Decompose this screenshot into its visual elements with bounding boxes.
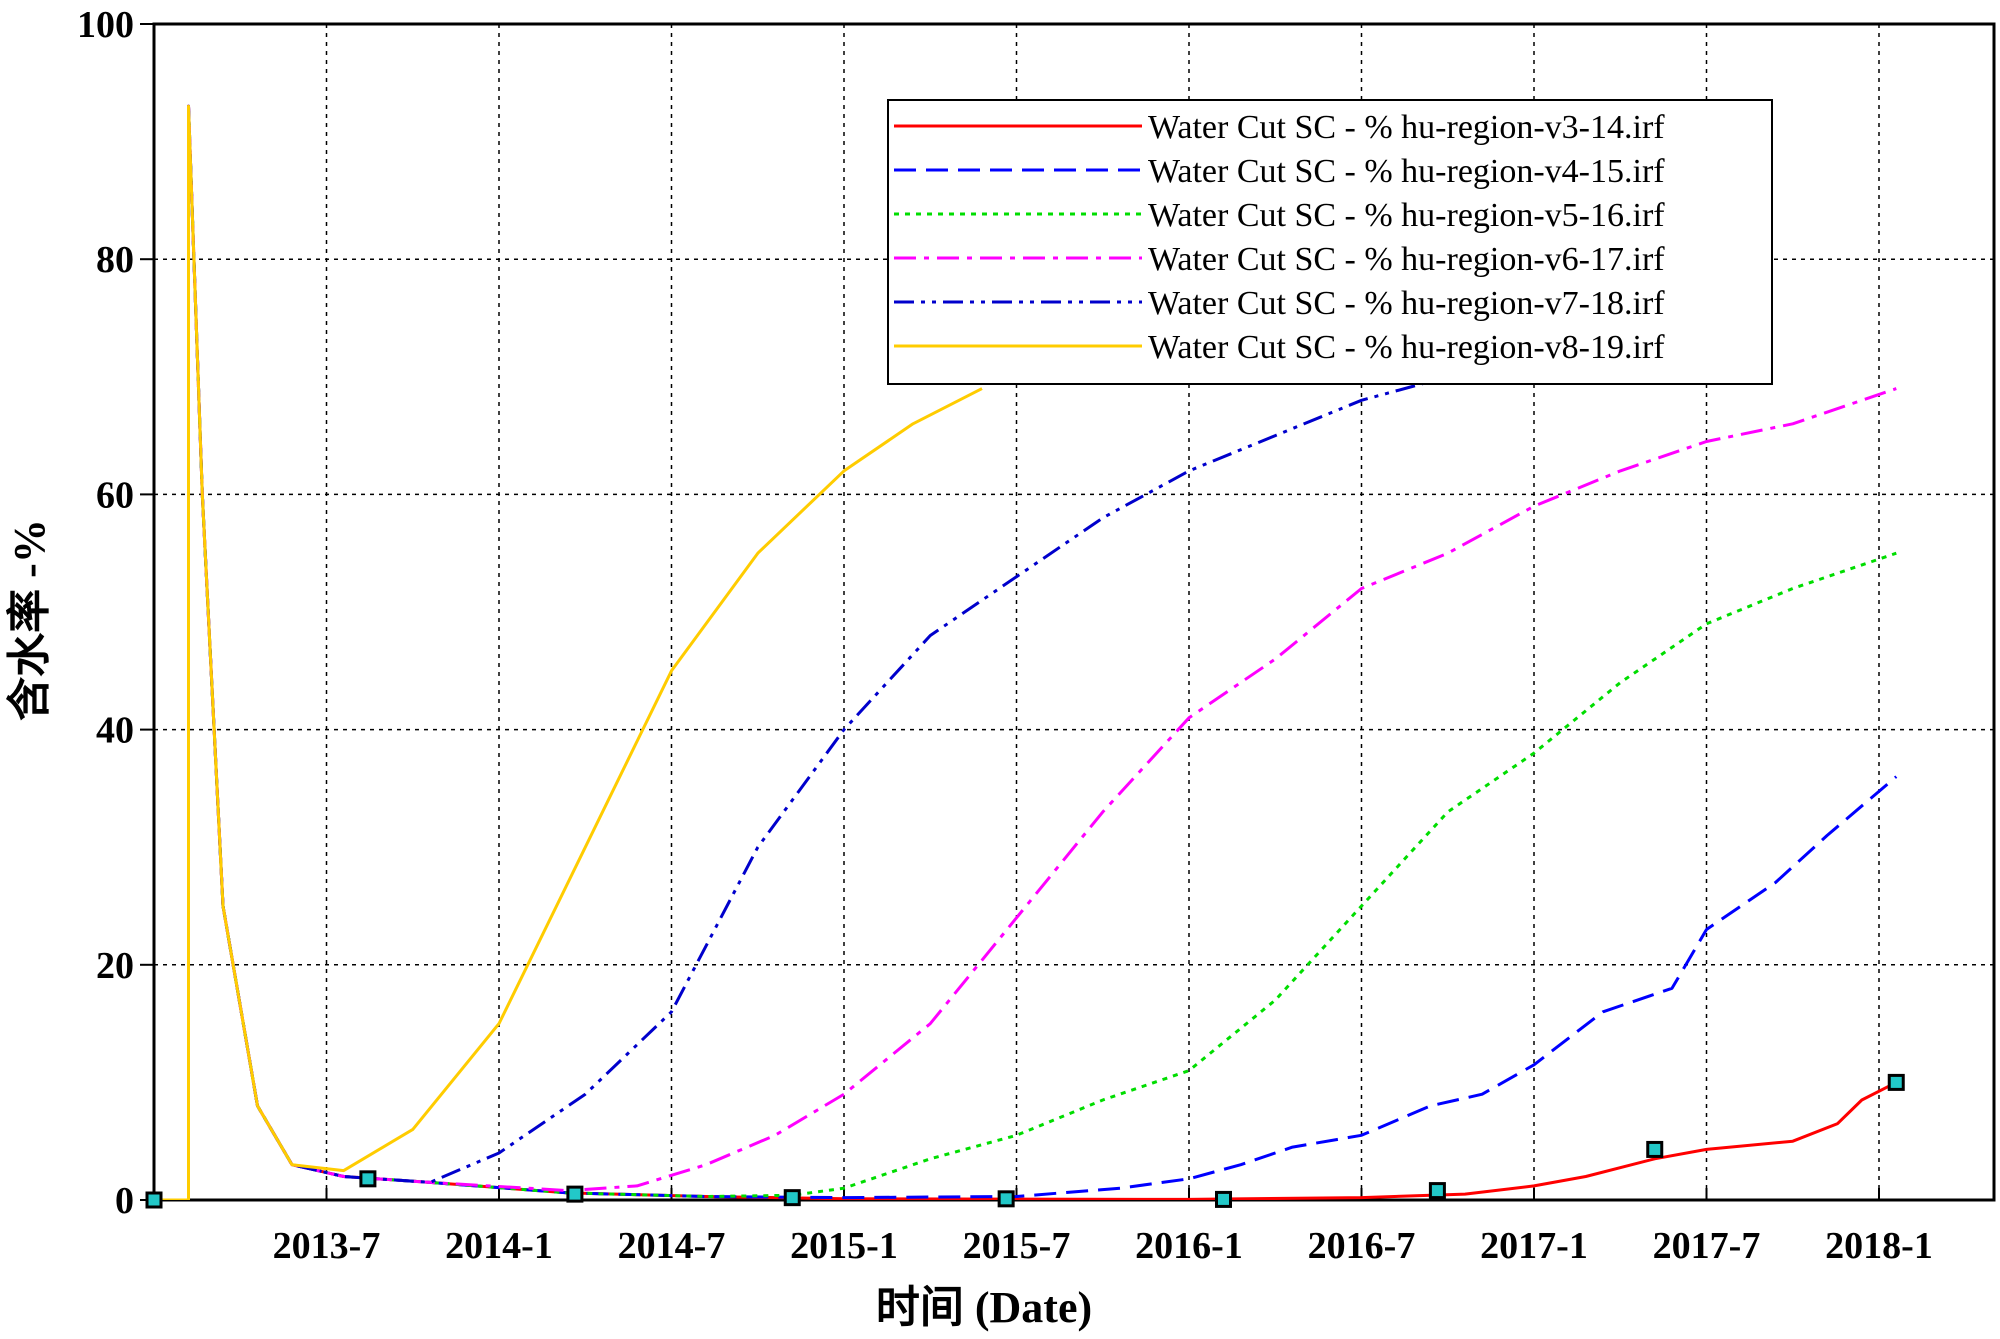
axes: 2013-7 2014-1 2014-7 2015-1 2015-7 2016-1 2016… [77, 4, 1933, 1267]
y-tick-label: 40 [96, 710, 134, 752]
x-tick-label: 2017-7 [1653, 1225, 1761, 1267]
legend-entry: Water Cut SC - % hu-region-v3-14.irf [1148, 109, 1665, 146]
legend-entry: Water Cut SC - % hu-region-v6-17.irf [1148, 241, 1665, 278]
legend-entry: Water Cut SC - % hu-region-v5-16.irf [1148, 197, 1665, 234]
data-marker [783, 1189, 801, 1207]
x-tick-label: 2018-1 [1825, 1225, 1933, 1267]
y-tick-label: 0 [115, 1180, 134, 1222]
y-axis-title: 含水率 -% [5, 519, 54, 721]
x-tick-label: 2015-1 [790, 1225, 898, 1267]
x-tick-label: 2013-7 [273, 1225, 381, 1267]
y-tick-label: 20 [96, 945, 134, 987]
data-marker [1646, 1140, 1664, 1158]
y-tick-label: 100 [77, 4, 134, 46]
marker-layer [145, 1073, 1905, 1209]
legend-entry: Water Cut SC - % hu-region-v8-19.irf [1148, 329, 1665, 366]
x-axis-title: 时间 (Date) [876, 1283, 1092, 1332]
legend-box [887, 99, 1773, 385]
data-marker [1887, 1073, 1905, 1091]
legend-entry: Water Cut SC - % hu-region-v4-15.irf [1148, 153, 1665, 190]
x-tick-label: 2014-1 [445, 1225, 553, 1267]
legend-entry: Water Cut SC - % hu-region-v7-18.irf [1148, 285, 1665, 322]
data-marker [1428, 1182, 1446, 1200]
x-tick-label: 2014-7 [618, 1225, 726, 1267]
series-layer [154, 104, 1898, 1200]
y-tick-label: 60 [96, 474, 134, 516]
data-marker [145, 1191, 163, 1209]
legend: Water Cut SC - % hu-region-v3-14.irf Wate… [887, 99, 1773, 385]
data-marker [1215, 1190, 1232, 1208]
x-tick-label: 2016-7 [1308, 1225, 1416, 1267]
grid [154, 24, 1994, 1200]
x-tick-label: 2016-1 [1135, 1225, 1243, 1267]
data-marker [566, 1185, 584, 1203]
data-marker [359, 1170, 377, 1188]
data-marker [997, 1190, 1015, 1208]
series-line-6 [154, 104, 983, 1200]
x-tick-label: 2015-7 [963, 1225, 1071, 1267]
x-tick-label: 2017-1 [1480, 1225, 1588, 1267]
y-tick-label: 80 [96, 239, 134, 281]
